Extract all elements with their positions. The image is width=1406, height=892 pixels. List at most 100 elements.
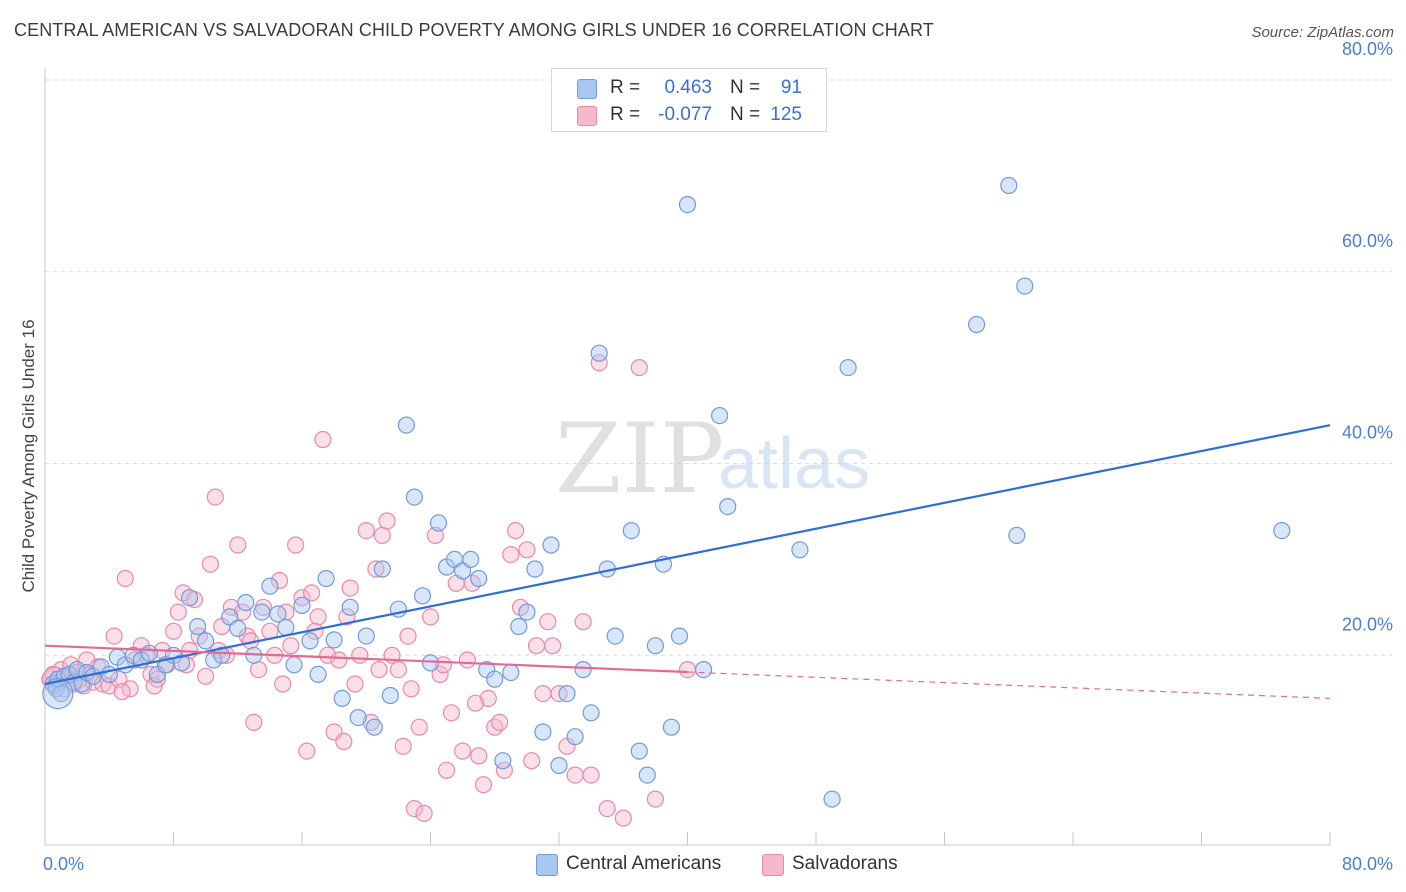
legend-n-value: 125 (770, 104, 802, 125)
central-american-point (197, 632, 215, 650)
chart-title: CENTRAL AMERICAN VS SALVADORAN CHILD POV… (14, 20, 934, 40)
watermark: ZIP atlas (555, 403, 870, 515)
salvadoran-point (454, 742, 472, 760)
central-american-point (52, 684, 70, 703)
salvadoran-point (330, 651, 348, 669)
central-american-point (325, 631, 343, 649)
bottom-legend-label: Salvadorans (792, 853, 898, 874)
salvadoran-point (234, 603, 252, 621)
central-american-point (261, 577, 279, 595)
salvadoran-point (362, 713, 380, 732)
central-american-point (293, 596, 311, 615)
bottom-legend-swatch-blue (536, 854, 558, 876)
central-american-point (397, 416, 415, 434)
central-american-point (518, 603, 536, 621)
salvadoran-point (270, 571, 289, 590)
salvadoran-point (274, 675, 292, 693)
central-american-point (967, 315, 986, 334)
central-american-point (373, 560, 391, 578)
grid-lines (45, 79, 1392, 656)
legend-n-label: N = (730, 77, 761, 98)
salvadoran-point (543, 637, 562, 655)
central-american-point (502, 663, 520, 682)
salvadoran-point (197, 667, 215, 685)
central-american-point (181, 589, 199, 607)
legend-n-label: N = (730, 104, 761, 125)
central-american-point (638, 766, 656, 784)
salvadorans-trend-line-extension (687, 671, 1331, 699)
legend-swatch-blue (577, 79, 597, 99)
central-american-point (494, 752, 512, 770)
salvadoran-point (250, 660, 268, 679)
central-american-point (670, 627, 689, 645)
central-american-point (1273, 521, 1291, 540)
salvadoran-point (506, 521, 525, 540)
central-american-point (630, 742, 648, 760)
legend-r-label: R = (610, 77, 641, 98)
salvadoran-point (341, 579, 359, 597)
central-american-point (365, 718, 383, 736)
salvadoran-point (351, 646, 369, 664)
y-tick-label: 80.0% (1342, 39, 1393, 59)
source-label: Source: ZipAtlas.com (1251, 24, 1394, 41)
legend-r-label: R = (610, 104, 641, 125)
salvadoran-point (527, 637, 546, 655)
salvadoran-point (574, 613, 592, 631)
central-american-point (1016, 277, 1034, 295)
axes (44, 68, 1331, 846)
central-american-point (405, 488, 423, 506)
x-tick-label: 0.0% (43, 854, 84, 874)
central-american-point (590, 344, 608, 362)
salvadoran-point (373, 526, 391, 545)
salvadoran-point (346, 675, 364, 693)
central-american-point (421, 654, 440, 672)
salvadoran-point (491, 713, 509, 732)
central-american-point (140, 644, 158, 662)
central-american-point (486, 670, 504, 688)
salvadoran-point (245, 713, 263, 732)
central-american-point (719, 498, 737, 516)
watermark-zip: ZIP (555, 403, 724, 515)
central-american-point (269, 605, 287, 623)
bottom-legend-label: Central Americans (566, 853, 722, 874)
central-american-point (285, 656, 303, 674)
central-american-point (542, 536, 560, 554)
salvadoran-point (598, 799, 616, 818)
central-american-point (694, 660, 713, 679)
legend-row-salvadorans: R = -0.077 N = 125 (552, 102, 826, 128)
central-american-point (42, 677, 74, 710)
bottom-legend-swatch-pink (762, 854, 784, 876)
y-tick-label: 20.0% (1342, 614, 1393, 634)
salvadorans-trend-line (44, 644, 688, 674)
salvadoran-point (458, 651, 476, 669)
watermark-atlas: atlas (718, 424, 870, 504)
salvadoran-point (479, 689, 497, 708)
tick-labels: 20.0% 40.0% 60.0% 80.0% 0.0% 80.0% (43, 39, 1393, 874)
salvadoran-point (539, 613, 557, 631)
legend-row-central-americans: R = 0.463 N = 91 (552, 75, 826, 101)
central-american-point (237, 593, 255, 612)
salvadoran-point (399, 627, 417, 645)
central-american-point (662, 718, 681, 736)
central-american-point (534, 723, 552, 741)
salvadoran-point (169, 603, 187, 621)
salvadoran-point (314, 430, 332, 449)
salvadoran-point (335, 732, 353, 751)
central-americans-trend-line (44, 424, 1331, 686)
salvadoran-point (370, 660, 388, 679)
salvadoran-point (367, 560, 385, 578)
salvadoran-point (303, 584, 321, 602)
salvadoran-point (206, 488, 224, 506)
legend-r-value: 0.463 (664, 77, 712, 98)
salvadoran-point (309, 608, 327, 626)
central-american-point (349, 708, 367, 727)
central-american-point (526, 560, 544, 578)
salvadoran-point (470, 747, 488, 765)
salvadoran-point (614, 809, 632, 827)
legend: R = 0.463 N = 91 R = -0.077 N = 125 (551, 68, 827, 132)
central-american-point (791, 541, 809, 559)
salvadoran-point (394, 737, 412, 755)
central-american-point (710, 407, 729, 425)
central-american-point (1000, 176, 1018, 195)
salvadoran-point (389, 660, 407, 679)
